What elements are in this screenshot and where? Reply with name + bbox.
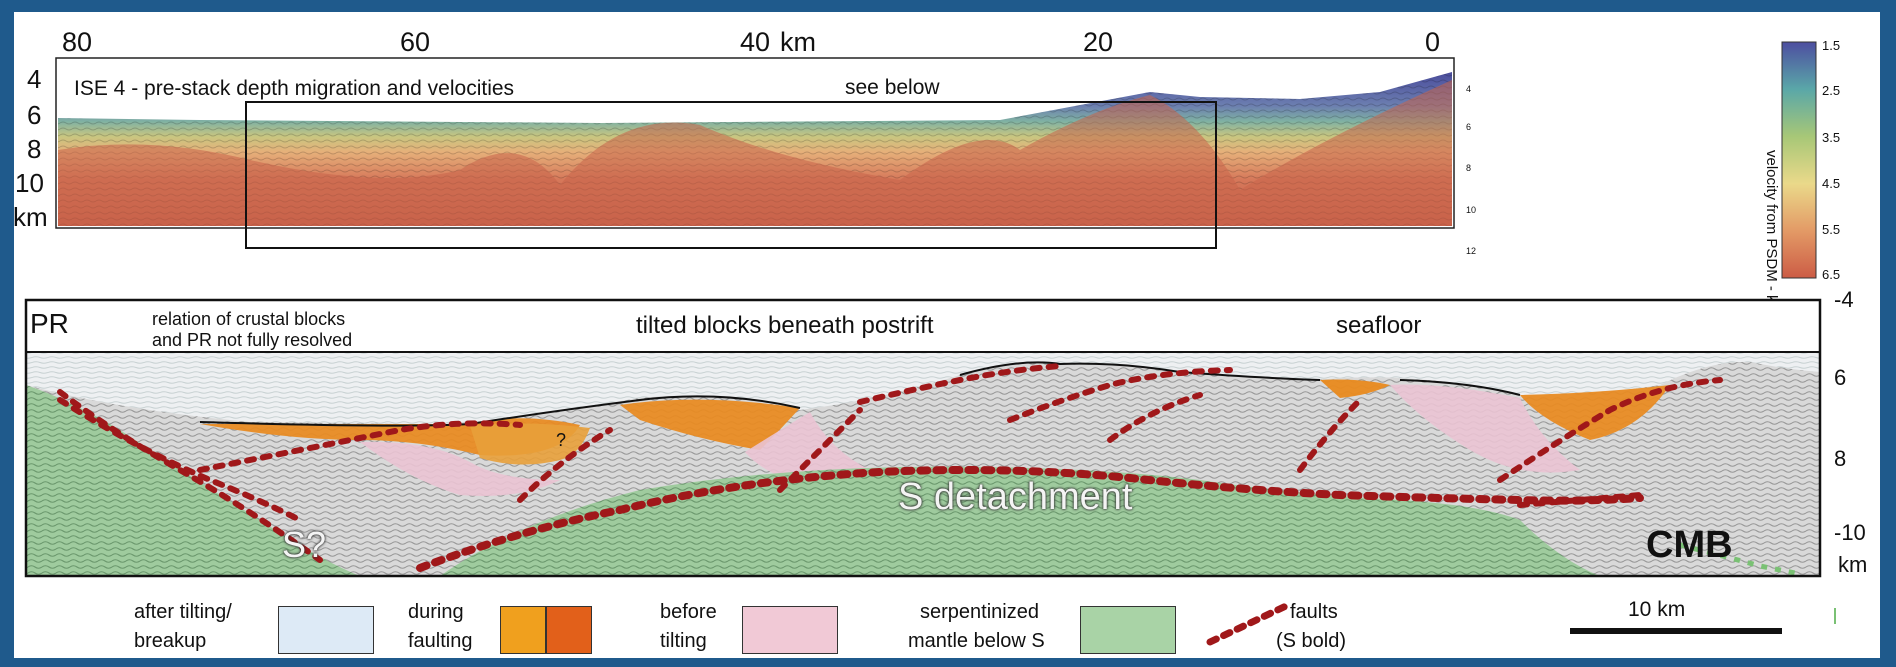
legend-label-during-faulting: during faulting: [408, 601, 473, 652]
small-depth-tick: 8: [1466, 163, 1472, 173]
scale-bar: [1570, 628, 1782, 634]
y-tick-4: 4: [27, 64, 42, 94]
x-tick-20: 20: [1083, 27, 1114, 57]
colorbar-tick: 2.5: [1822, 83, 1841, 98]
top-basement: [58, 80, 1452, 226]
x-tick-0: 0: [1425, 27, 1441, 57]
s-question-label: S?: [282, 524, 327, 565]
colorbar-tick: 1.5: [1822, 38, 1841, 53]
question-mark: ?: [556, 430, 567, 450]
cmb-label: CMB: [1646, 524, 1733, 566]
small-depth-tick: 12: [1466, 246, 1477, 256]
syn-rift-wedge: [1520, 385, 1670, 440]
legend-label-mantle: serpentinized mantle below S: [908, 601, 1045, 652]
note-line-1: relation of crustal blocks: [152, 309, 346, 329]
colorbar-tick: 4.5: [1822, 176, 1841, 191]
top-panel-title: ISE 4 - pre-stack depth migration and ve…: [74, 77, 515, 100]
pre-tilt-block: [360, 441, 560, 496]
legend-swatch-after-tilting: [278, 606, 374, 654]
x-axis-unit: km: [780, 27, 816, 57]
see-below-box: [245, 101, 1217, 249]
pre-tilt-block: [1390, 384, 1580, 473]
syn-rift-wedge: [620, 399, 800, 450]
bottom-panel-border: [24, 298, 1822, 578]
bottom-y-tick: -4: [1834, 287, 1854, 312]
fault-lines: [57, 363, 1723, 572]
label-band: [25, 299, 1821, 353]
legend-fault-symbol: [1206, 602, 1290, 646]
legend-swatch-during-faulting: [500, 606, 546, 654]
syn-rift-wedge: [470, 423, 590, 465]
legend-label-before-tilting: before tilting: [660, 601, 717, 652]
s-detachment-label: S detachment: [898, 476, 1133, 518]
bottom-y-tick: -10: [1834, 520, 1866, 545]
bottom-y-tick: 8: [1834, 446, 1847, 471]
scale-bar-label: 10 km: [1628, 598, 1686, 621]
tilted-blocks-label: tilted blocks beneath postrift: [636, 312, 934, 339]
seafloor-label: seafloor: [1336, 312, 1422, 339]
y-tick-8: 8: [27, 134, 42, 164]
green-tick-mark: [1834, 608, 1836, 624]
colorbar-tick: 3.5: [1822, 130, 1841, 145]
note-line-2: and PR not fully resolved: [152, 330, 353, 350]
small-depth-tick: 6: [1466, 122, 1472, 132]
colorbar-tick: 5.5: [1822, 222, 1841, 237]
small-depth-tick: 10: [1466, 205, 1477, 215]
y-tick-10: 10: [15, 168, 44, 198]
colorbar-tick: 6.5: [1822, 267, 1841, 282]
y-axis-unit: km: [13, 202, 48, 232]
see-below-label: see below: [845, 76, 940, 99]
x-tick-60: 60: [400, 27, 431, 57]
bottom-y-tick: 6: [1834, 365, 1847, 390]
legend-swatch-before-tilting: [742, 606, 838, 654]
syn-rift-wedge: [1320, 379, 1390, 398]
legend-label-after-tilting: after tilting/ breakup: [134, 601, 232, 652]
legend-swatch-during-faulting-dark: [546, 606, 592, 654]
legend-label-faults: faults (S bold): [1276, 601, 1347, 652]
pre-tilt-block: [745, 412, 870, 484]
bottom-y-unit: km: [1838, 552, 1868, 577]
small-depth-tick: 4: [1466, 84, 1472, 94]
x-tick-80: 80: [62, 27, 93, 57]
y-tick-6: 6: [27, 100, 42, 130]
x-tick-40: 40: [740, 27, 771, 57]
pr-label: PR: [30, 308, 69, 339]
velocity-colorbar: [1781, 41, 1817, 279]
legend-swatch-mantle: [1080, 606, 1176, 654]
